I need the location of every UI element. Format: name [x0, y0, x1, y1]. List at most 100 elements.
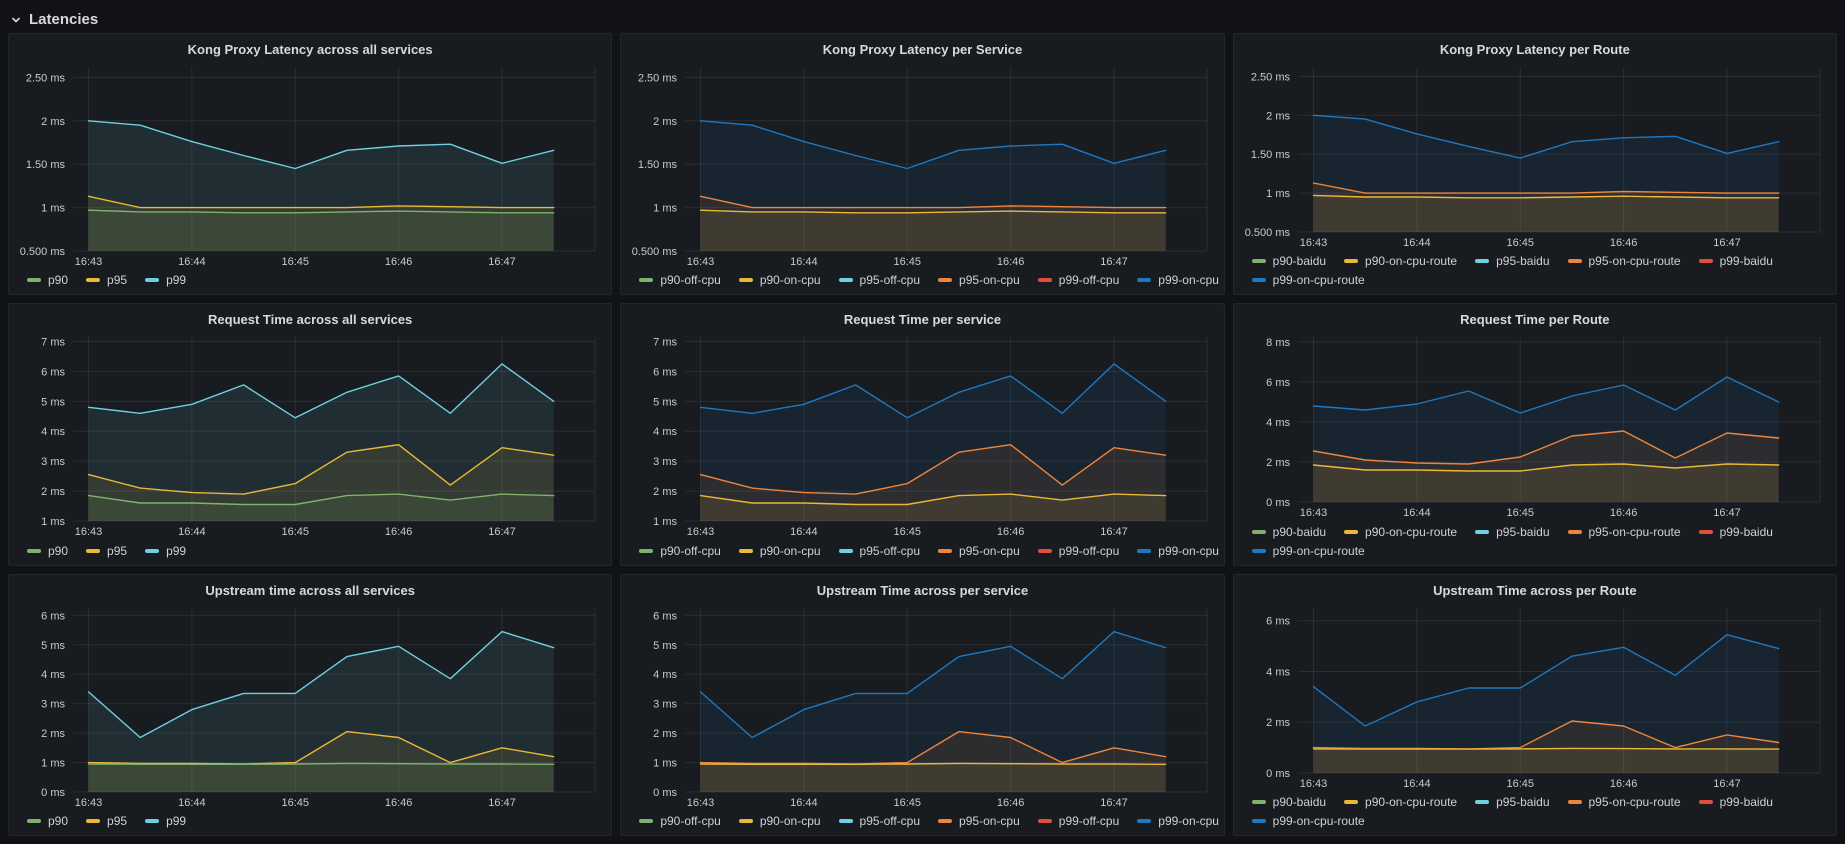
- series-line-p90-on-cpu: [700, 209, 1167, 214]
- legend-row: p99-on-cpu-route: [1251, 272, 1828, 288]
- legend-item-p95-on-cpu[interactable]: p95-on-cpu: [938, 543, 1020, 559]
- chart-plot-area[interactable]: 1 ms 2 ms 3 ms 4 ms 5 ms 6 ms 7 ms 16:43 16:44 16…: [629, 330, 1215, 539]
- legend-item-p95-on-cpu-route[interactable]: p95-on-cpu-route: [1567, 794, 1681, 810]
- legend-item-p95-off-cpu[interactable]: p95-off-cpu: [838, 272, 920, 288]
- legend-swatch-icon: [1475, 529, 1490, 534]
- legend-item-p95-baidu[interactable]: p95-baidu: [1475, 253, 1550, 269]
- legend-item-p90-on-cpu[interactable]: p90-on-cpu: [738, 543, 821, 559]
- legend-item-p99-off-cpu[interactable]: p99-off-cpu: [1037, 813, 1119, 829]
- chart-plot-area[interactable]: 0 ms 2 ms 4 ms 6 ms 8 ms 16:43 16:44 16:45 16:46…: [1242, 330, 1828, 520]
- legend-label: p95: [107, 814, 128, 828]
- legend-item-p90-on-cpu[interactable]: p90-on-cpu: [738, 272, 821, 288]
- legend-item-p99-baidu[interactable]: p99-baidu: [1698, 794, 1773, 810]
- axis-tick-label: 16:43: [1299, 507, 1327, 519]
- legend-item-p95-on-cpu[interactable]: p95-on-cpu: [938, 272, 1020, 288]
- panel-upstream-service: Upstream Time across per service 0 ms 1 ms…: [620, 573, 1225, 836]
- time-series-chart[interactable]: 1 ms 2 ms 3 ms 4 ms 5 ms 6 ms 7 ms 16:43 16:44 16…: [17, 330, 603, 539]
- legend-swatch-icon: [1698, 800, 1713, 804]
- legend-item-p99-baidu[interactable]: p99-baidu: [1698, 524, 1773, 540]
- axis-tick-label: 1.50 ms: [1251, 149, 1291, 161]
- legend-swatch-icon: [1251, 548, 1266, 553]
- legend-item-p99-on-cpu-route[interactable]: p99-on-cpu-route: [1251, 813, 1365, 829]
- legend-item-p90-off-cpu[interactable]: p90-off-cpu: [639, 543, 721, 559]
- legend-item-p90-off-cpu[interactable]: p90-off-cpu: [639, 272, 721, 288]
- legend-item-p90-on-cpu-route[interactable]: p90-on-cpu-route: [1344, 253, 1457, 269]
- legend-item-p99-on-cpu[interactable]: p99-on-cpu: [1137, 272, 1219, 288]
- panel-title[interactable]: Kong Proxy Latency per Route: [1439, 42, 1630, 57]
- legend-item-p90-baidu[interactable]: p90-baidu: [1251, 253, 1326, 269]
- time-series-chart[interactable]: 0 ms 1 ms 2 ms 3 ms 4 ms 5 ms 6 ms 16:43 16:44 16…: [17, 601, 603, 810]
- legend-item-p95[interactable]: p95: [86, 272, 127, 288]
- panel-title[interactable]: Upstream Time across per Route: [1433, 582, 1637, 598]
- series-line-p99: [87, 363, 555, 419]
- panel-proxy-all: Kong Proxy Latency across all services 0.…: [8, 33, 613, 296]
- time-series-chart[interactable]: 0.500 ms 1 ms 1.50 ms 2 ms 2.50 ms 16:43 16:44…: [629, 60, 1215, 269]
- legend-row: p99-on-cpu-route: [1251, 813, 1828, 829]
- legend-item-p90-baidu[interactable]: p90-baidu: [1251, 794, 1326, 810]
- legend-item-p95[interactable]: p95: [86, 813, 127, 829]
- legend-item-p90[interactable]: p90: [27, 543, 68, 559]
- legend-item-p95-on-cpu-route[interactable]: p95-on-cpu-route: [1567, 524, 1681, 540]
- series-line-p95: [87, 195, 555, 209]
- legend-label: p90-off-cpu: [660, 543, 721, 558]
- series-line-p90-on-cpu-route: [1312, 463, 1780, 473]
- legend-item-p95-baidu[interactable]: p95-baidu: [1475, 794, 1550, 810]
- legend-swatch-icon: [27, 819, 41, 823]
- axis-tick-label: 0 ms: [1266, 497, 1290, 509]
- legend-item-p95-off-cpu[interactable]: p95-off-cpu: [838, 813, 920, 829]
- legend-item-p99[interactable]: p99: [145, 272, 186, 288]
- legend-item-p95-off-cpu[interactable]: p95-off-cpu: [838, 543, 920, 559]
- legend-item-p95-on-cpu[interactable]: p95-on-cpu: [938, 813, 1020, 829]
- legend-item-p99-on-cpu[interactable]: p99-on-cpu: [1137, 813, 1219, 829]
- legend-item-p99-off-cpu[interactable]: p99-off-cpu: [1037, 543, 1119, 559]
- legend-item-p95[interactable]: p95: [86, 543, 127, 559]
- chart-plot-area[interactable]: 0.500 ms 1 ms 1.50 ms 2 ms 2.50 ms 16:43 16:44…: [629, 60, 1215, 269]
- panel-title[interactable]: Upstream Time across per service: [816, 582, 1029, 598]
- legend-item-p99-on-cpu[interactable]: p99-on-cpu: [1137, 543, 1219, 559]
- panel-title[interactable]: Request Time per service: [843, 312, 1002, 328]
- legend-item-p90-on-cpu[interactable]: p90-on-cpu: [738, 813, 821, 829]
- axis-tick-label: 16:44: [790, 256, 818, 268]
- chart-plot-area[interactable]: 0 ms 1 ms 2 ms 3 ms 4 ms 5 ms 6 ms 16:43 16:44 16…: [629, 601, 1215, 810]
- panel-title[interactable]: Kong Proxy Latency per Service: [822, 42, 1023, 57]
- legend-swatch-icon: [1567, 800, 1582, 804]
- section-row-latencies[interactable]: Latencies: [0, 0, 1845, 30]
- time-series-chart[interactable]: 0 ms 2 ms 4 ms 6 ms 8 ms 16:43 16:44 16:45 16:46…: [1242, 330, 1828, 520]
- legend-swatch-icon: [145, 819, 160, 823]
- time-series-chart[interactable]: 0.500 ms 1 ms 1.50 ms 2 ms 2.50 ms 16:43 16:44…: [1242, 60, 1828, 250]
- legend-item-p99-on-cpu-route[interactable]: p99-on-cpu-route: [1251, 272, 1365, 288]
- legend-item-p90-off-cpu[interactable]: p90-off-cpu: [639, 813, 721, 829]
- legend-item-p99-off-cpu[interactable]: p99-off-cpu: [1037, 272, 1119, 288]
- legend-item-p90[interactable]: p90: [27, 813, 68, 829]
- legend-swatch-icon: [639, 278, 654, 283]
- legend-item-p99-on-cpu-route[interactable]: p99-on-cpu-route: [1251, 543, 1365, 559]
- axis-tick-label: 2.50 ms: [26, 72, 66, 84]
- time-series-chart[interactable]: 0 ms 1 ms 2 ms 3 ms 4 ms 5 ms 6 ms 16:43 16:44 16…: [629, 601, 1215, 810]
- legend-item-p90-on-cpu-route[interactable]: p90-on-cpu-route: [1344, 794, 1457, 810]
- chart-plot-area[interactable]: 0 ms 1 ms 2 ms 3 ms 4 ms 5 ms 6 ms 16:43 16:44 16…: [17, 601, 603, 810]
- axis-tick-label: 16:43: [75, 256, 103, 268]
- chart-plot-area[interactable]: 0 ms 2 ms 4 ms 6 ms 16:43 16:44 16:45 16:46 16:4…: [1242, 601, 1828, 791]
- legend-item-p95-baidu[interactable]: p95-baidu: [1475, 524, 1550, 540]
- legend-swatch-icon: [1251, 819, 1266, 823]
- legend-item-p95-on-cpu-route[interactable]: p95-on-cpu-route: [1567, 253, 1681, 269]
- legend-item-p90[interactable]: p90: [27, 272, 68, 288]
- legend-swatch-icon: [738, 548, 753, 553]
- axis-tick-label: 16:43: [75, 797, 103, 809]
- legend-item-p90-on-cpu-route[interactable]: p90-on-cpu-route: [1344, 524, 1457, 540]
- legend-item-p99[interactable]: p99: [145, 543, 186, 559]
- legend-item-p99[interactable]: p99: [145, 813, 186, 829]
- time-series-chart[interactable]: 0 ms 2 ms 4 ms 6 ms 16:43 16:44 16:45 16:46 16:4…: [1242, 601, 1828, 791]
- panel-title[interactable]: Request Time across all services: [208, 312, 413, 328]
- chart-plot-area[interactable]: 0.500 ms 1 ms 1.50 ms 2 ms 2.50 ms 16:43 16:44…: [1242, 60, 1828, 250]
- legend-item-p90-baidu[interactable]: p90-baidu: [1251, 524, 1326, 540]
- chart-plot-area[interactable]: 0.500 ms 1 ms 1.50 ms 2 ms 2.50 ms 16:43 16:44…: [17, 60, 603, 269]
- chart-plot-area[interactable]: 1 ms 2 ms 3 ms 4 ms 5 ms 6 ms 7 ms 16:43 16:44 16…: [17, 330, 603, 539]
- panel-title[interactable]: Upstream time across all services: [205, 582, 415, 598]
- panel-title[interactable]: Request Time per Route: [1460, 312, 1610, 328]
- legend-item-p99-baidu[interactable]: p99-baidu: [1698, 253, 1773, 269]
- time-series-chart[interactable]: 1 ms 2 ms 3 ms 4 ms 5 ms 6 ms 7 ms 16:43 16:44 16…: [629, 330, 1215, 539]
- time-series-chart[interactable]: 0.500 ms 1 ms 1.50 ms 2 ms 2.50 ms 16:43 16:44…: [17, 60, 603, 269]
- panel-title[interactable]: Kong Proxy Latency across all services: [187, 42, 433, 57]
- legend-label: p95-on-cpu: [959, 273, 1020, 288]
